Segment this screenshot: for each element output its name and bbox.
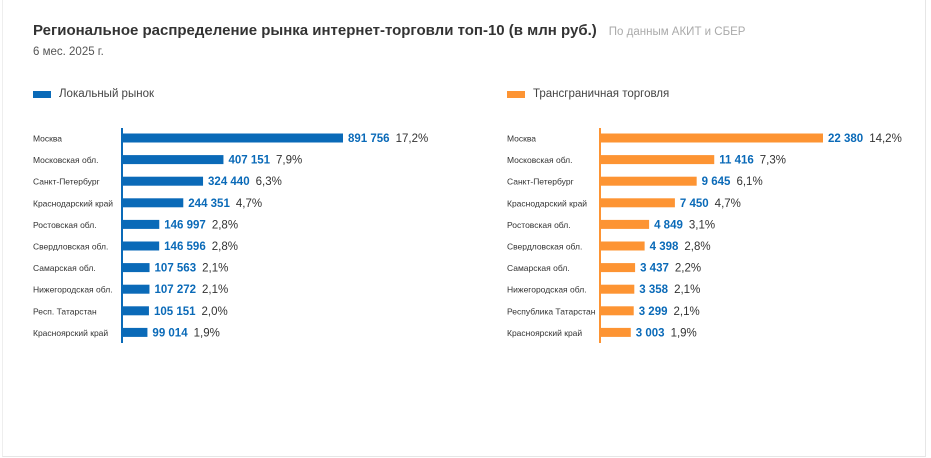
category-label-cross: Нижегородская обл. — [507, 285, 587, 295]
bar-local — [123, 176, 204, 186]
share-label-local: 7,9% — [276, 155, 302, 167]
category-label-local: Респ. Татарстан — [33, 306, 97, 316]
legend-cross: Трансграничная торговля — [507, 88, 669, 100]
share-label-cross: 2,1% — [674, 306, 700, 318]
bar-cross — [601, 284, 635, 294]
category-label-local: Самарская обл. — [33, 263, 96, 273]
category-label-cross: Ростовская обл. — [507, 220, 571, 230]
category-label-local: Московская обл. — [33, 155, 99, 165]
category-label-local: Свердловская обл. — [33, 242, 108, 252]
chart-title: Региональное распределение рынка интерне… — [33, 22, 597, 39]
bar-local — [123, 327, 148, 337]
value-label-local: 146 997 — [164, 219, 206, 231]
share-label-local: 2,1% — [202, 284, 228, 296]
bar-cross — [601, 327, 631, 337]
value-label-cross: 3 358 — [639, 284, 668, 296]
share-label-cross: 6,1% — [736, 176, 762, 188]
legend-local: Локальный рынок — [33, 88, 154, 100]
share-label-local: 4,7% — [236, 198, 262, 210]
value-label-local: 244 351 — [188, 198, 230, 210]
category-label-local: Краснодарский край — [33, 198, 113, 208]
value-label-local: 107 272 — [154, 284, 196, 296]
category-label-local: Москва — [33, 134, 62, 144]
share-label-local: 2,0% — [202, 306, 228, 318]
legend-label-cross: Трансграничная торговля — [533, 88, 670, 100]
bar-local — [123, 198, 184, 208]
bar-local — [123, 219, 160, 229]
share-label-cross: 2,2% — [675, 263, 701, 275]
bar-local — [123, 263, 150, 273]
bar-cross — [601, 241, 645, 251]
share-label-local: 2,1% — [202, 263, 228, 275]
legend-label-local: Локальный рынок — [59, 88, 154, 100]
bar-local — [123, 284, 150, 294]
value-label-cross: 3 299 — [639, 306, 668, 318]
category-label-cross: Московская обл. — [507, 155, 573, 165]
category-label-local: Нижегородская обл. — [33, 285, 113, 295]
share-label-cross: 14,2% — [869, 133, 902, 145]
share-label-local: 2,8% — [212, 219, 238, 231]
share-label-cross: 4,7% — [715, 198, 741, 210]
category-label-cross: Москва — [507, 134, 536, 144]
share-label-local: 6,3% — [256, 176, 282, 188]
value-label-local: 407 151 — [228, 155, 270, 167]
value-label-local: 107 563 — [155, 263, 197, 275]
value-label-cross: 4 849 — [654, 219, 683, 231]
value-label-cross: 22 380 — [828, 133, 863, 145]
category-label-cross: Краснодарский край — [507, 198, 587, 208]
value-label-local: 324 440 — [208, 176, 250, 188]
category-label-local: Санкт-Петербург — [33, 177, 100, 187]
category-label-cross: Самарская обл. — [507, 263, 570, 273]
legend-swatch-local — [33, 90, 51, 98]
share-label-cross: 7,3% — [760, 155, 786, 167]
period-label: 6 мес. 2025 г. — [33, 46, 104, 58]
bar-local — [123, 133, 343, 143]
bar-cross — [601, 306, 634, 316]
bar-local — [123, 241, 160, 251]
value-label-cross: 11 416 — [719, 155, 754, 167]
bar-local — [123, 306, 149, 316]
value-label-cross: 7 450 — [680, 198, 709, 210]
bar-local — [123, 155, 224, 165]
bar-cross — [601, 176, 697, 186]
bar-cross — [601, 133, 823, 143]
share-label-local: 17,2% — [396, 133, 429, 145]
share-label-cross: 3,1% — [689, 219, 715, 231]
share-label-cross: 2,1% — [674, 284, 700, 296]
legend-swatch-cross — [507, 90, 525, 98]
category-label-cross: Красноярский край — [507, 328, 582, 338]
bar-cross — [601, 198, 675, 208]
bar-cross — [601, 263, 636, 273]
share-label-local: 2,8% — [212, 241, 238, 253]
share-label-cross: 1,9% — [671, 327, 697, 339]
share-label-cross: 2,8% — [684, 241, 710, 253]
category-label-local: Красноярский край — [33, 328, 108, 338]
value-label-local: 891 756 — [348, 133, 390, 145]
share-label-local: 1,9% — [194, 327, 220, 339]
category-label-cross: Санкт-Петербург — [507, 177, 574, 187]
bar-cross — [601, 219, 650, 229]
value-label-cross: 9 645 — [702, 176, 731, 188]
category-label-cross: Республика Татарстан — [507, 306, 596, 316]
value-label-cross: 3 003 — [636, 327, 665, 339]
value-label-local: 99 014 — [152, 327, 188, 339]
title-row: Региональное распределение рынка интерне… — [33, 22, 745, 39]
value-label-cross: 4 398 — [650, 241, 679, 253]
category-label-local: Ростовская обл. — [33, 220, 97, 230]
value-label-cross: 3 437 — [640, 263, 669, 275]
bar-cross — [601, 155, 715, 165]
value-label-local: 105 151 — [154, 306, 196, 318]
source-note: По данным АКИТ и СБЕР — [608, 26, 746, 38]
category-label-cross: Свердловская обл. — [507, 242, 582, 252]
value-label-local: 146 596 — [164, 241, 206, 253]
